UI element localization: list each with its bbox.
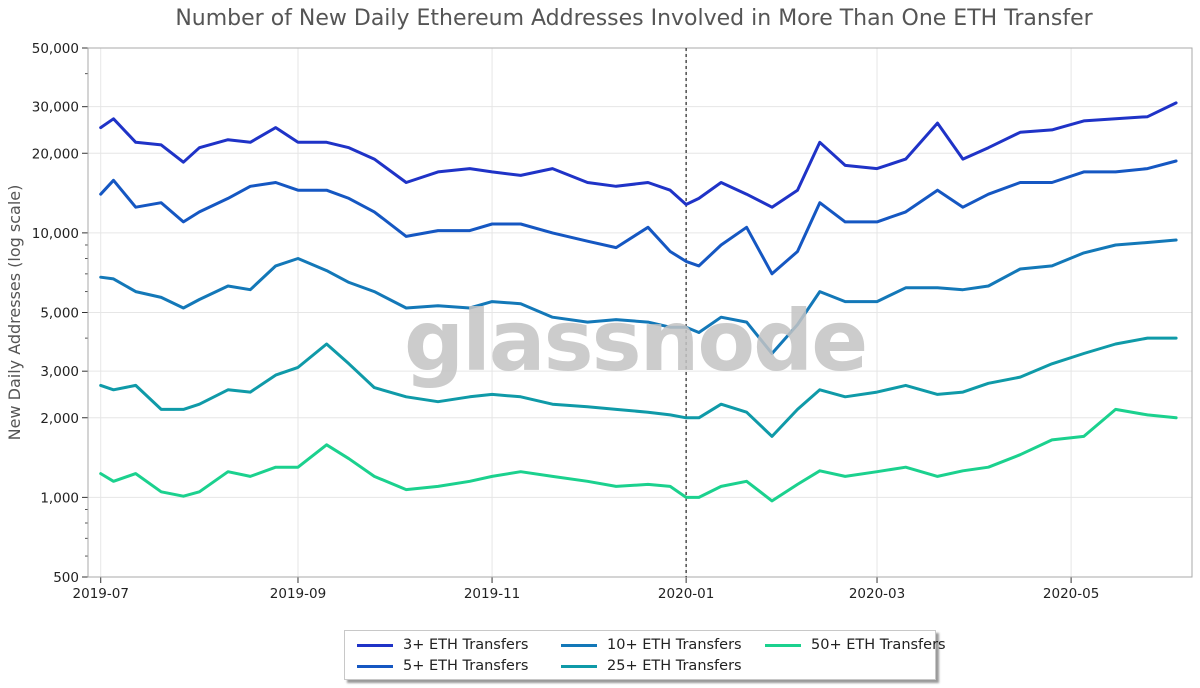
series-line-25plus xyxy=(99,336,1178,438)
legend-item: 50+ ETH Transfers xyxy=(765,637,946,653)
series-line-3plus xyxy=(99,101,1178,209)
legend-label: 5+ ETH Transfers xyxy=(403,658,529,674)
watermark-logo: glassnode xyxy=(404,292,868,390)
legend-item: 3+ ETH Transfers xyxy=(357,637,528,653)
series-line-5plus xyxy=(99,159,1178,276)
legend-label: 50+ ETH Transfers xyxy=(811,637,946,653)
legend-swatch xyxy=(561,643,597,647)
x-tick-label: 2019-09 xyxy=(270,586,326,602)
x-tick-label: 2020-01 xyxy=(658,586,714,602)
series-line-50plus xyxy=(99,407,1178,503)
chart-title: Number of New Daily Ethereum Addresses I… xyxy=(175,6,1093,31)
y-tick-label: 1,000 xyxy=(40,490,79,506)
legend-swatch xyxy=(357,664,393,668)
plot-frame xyxy=(87,47,1193,578)
y-tick-label: 10,000 xyxy=(32,226,79,242)
y-tick-label: 500 xyxy=(53,570,79,586)
x-tick-label: 2020-03 xyxy=(849,586,905,602)
legend-swatch xyxy=(561,664,597,668)
legend-label: 25+ ETH Transfers xyxy=(607,658,742,674)
x-tick-label: 2019-07 xyxy=(73,586,129,602)
legend-label: 10+ ETH Transfers xyxy=(607,637,742,653)
x-tick-label: 2020-05 xyxy=(1043,586,1099,602)
legend-swatch xyxy=(357,643,393,647)
y-axis-label: New Daily Addresses (log scale) xyxy=(5,185,24,441)
y-tick-label: 3,000 xyxy=(40,364,79,380)
y-tick-label: 50,000 xyxy=(32,41,79,57)
legend-label: 3+ ETH Transfers xyxy=(403,637,529,653)
y-tick-label: 2,000 xyxy=(40,411,79,427)
x-tick-label: 2019-11 xyxy=(464,586,520,602)
y-tick-label: 30,000 xyxy=(32,100,79,116)
legend-swatch xyxy=(765,643,801,647)
legend-item: 25+ ETH Transfers xyxy=(561,658,742,674)
series-line-10plus xyxy=(99,238,1178,355)
y-tick-label: 5,000 xyxy=(40,306,79,322)
chart-legend: 3+ ETH Transfers 5+ ETH Transfers 10+ ETH … xyxy=(344,630,946,680)
legend-item: 10+ ETH Transfers xyxy=(561,637,742,653)
legend-item: 5+ ETH Transfers xyxy=(357,658,528,674)
y-tick-label: 20,000 xyxy=(32,146,79,162)
